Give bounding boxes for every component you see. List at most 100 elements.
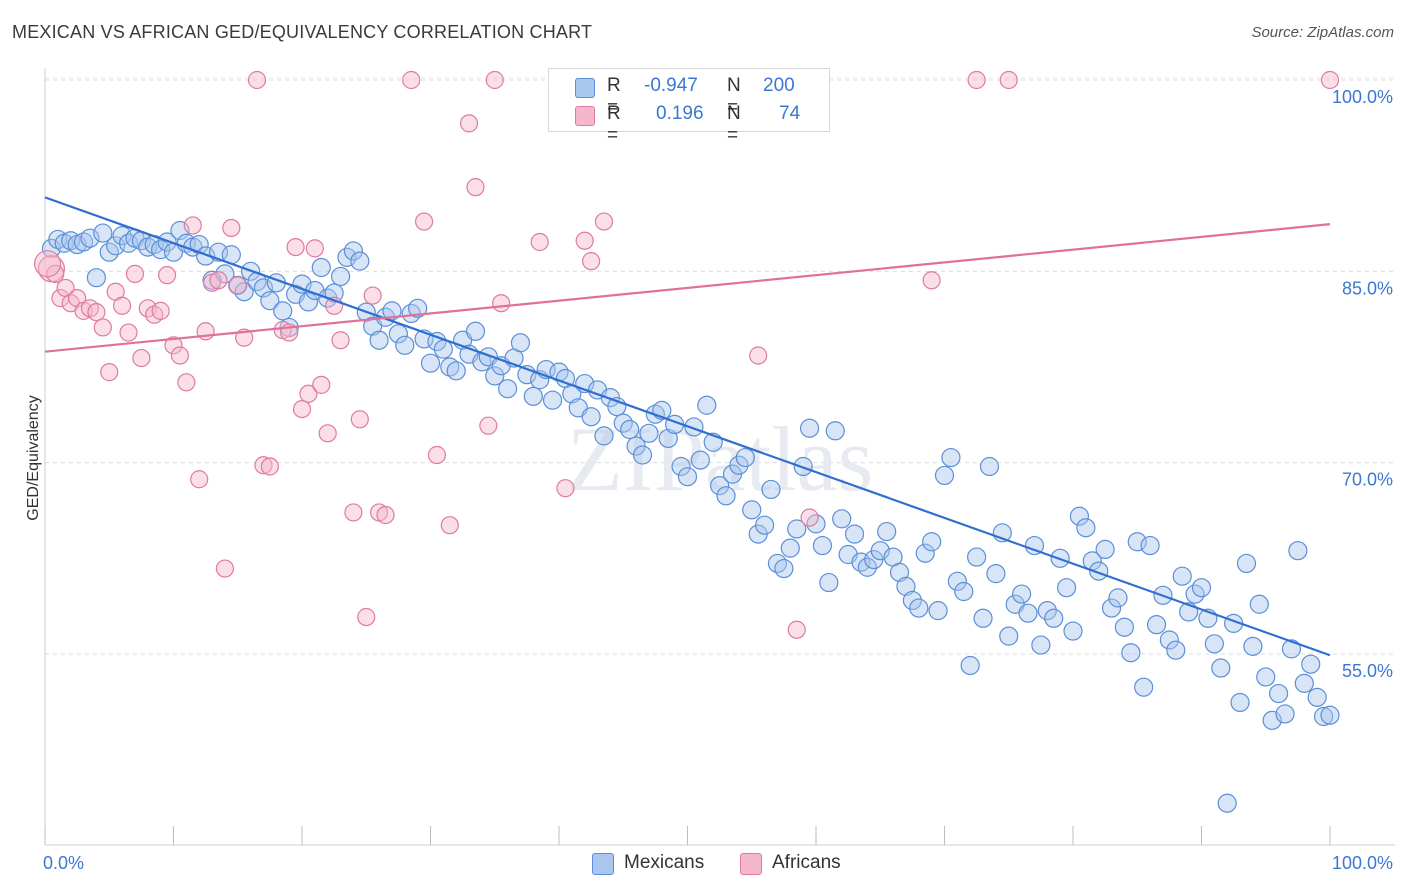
mexicans-point <box>1166 640 1186 660</box>
mexicans-point <box>999 626 1019 646</box>
africans-point <box>363 286 382 305</box>
africans-point <box>125 264 145 283</box>
africans-point <box>299 384 318 403</box>
africans-point <box>594 212 614 231</box>
mexicans-point <box>523 386 543 406</box>
mexicans-point <box>954 581 974 602</box>
africans-point <box>222 218 241 238</box>
mexicans-point <box>761 479 781 500</box>
legend-n-label: N = <box>727 75 741 118</box>
mexicans-point <box>1024 535 1045 556</box>
watermark: ZIPatlas <box>567 408 874 510</box>
mexicans-swatch <box>575 78 595 98</box>
mexicans-point <box>1236 553 1257 574</box>
mexicans-point <box>632 445 653 465</box>
mexicans-point <box>902 590 922 611</box>
africans-point <box>350 410 369 429</box>
mexicans-point <box>960 655 980 676</box>
mexicans-point <box>928 601 948 621</box>
legend-n-value: 200 <box>763 75 795 96</box>
africans-point <box>177 373 196 392</box>
africans-point <box>787 620 806 639</box>
africans-trend-line <box>44 223 1331 353</box>
x-tick-label-left: 0.0% <box>43 853 84 873</box>
mexicans-point <box>774 558 794 579</box>
mexicans-point <box>465 321 486 341</box>
mexicans-point <box>395 335 415 355</box>
mexicans-point <box>260 291 280 311</box>
africans-point <box>402 70 421 90</box>
africans-point <box>260 457 279 476</box>
africans-point <box>440 516 459 535</box>
mexicans-point <box>1063 621 1083 641</box>
africans-point <box>357 607 376 627</box>
africans-point <box>556 479 575 498</box>
mexicans-point <box>767 553 788 574</box>
mexicans-point <box>446 361 466 381</box>
mexicans-point <box>915 543 935 563</box>
mexicans-point <box>973 608 993 628</box>
mexicans-point <box>690 450 710 470</box>
mexicans-point <box>787 519 807 539</box>
mexicans-point <box>677 467 698 487</box>
mexicans-point <box>857 557 878 577</box>
mexicans-point <box>620 419 640 440</box>
mexicans-point <box>1172 566 1192 586</box>
mexicans-point <box>498 379 518 399</box>
africans-swatch <box>575 106 595 126</box>
mexicans-point <box>754 515 775 535</box>
africans-point <box>414 212 434 231</box>
mexicans-points <box>41 220 1340 813</box>
mexicans-point <box>1159 630 1179 650</box>
mexicans-point <box>1146 615 1167 635</box>
legend-n-label: N = <box>727 103 741 146</box>
africans-point <box>87 303 106 322</box>
mexicans-point <box>1037 601 1057 621</box>
legend-r-value: -0.947 <box>644 75 698 96</box>
africans-point <box>1320 70 1340 90</box>
mexicans-point <box>1069 506 1090 526</box>
mexicans-point <box>1134 677 1154 697</box>
mexicans-point <box>1191 578 1212 598</box>
mexicans-point <box>350 251 370 271</box>
mexicans-point <box>812 535 833 556</box>
africans-point <box>530 232 549 252</box>
africans-point <box>582 252 601 271</box>
mexicans-point <box>684 417 704 437</box>
mexicans-point <box>819 572 839 593</box>
mexicans-point <box>196 246 216 266</box>
mexicans-point <box>388 324 408 344</box>
africans-point <box>318 424 337 443</box>
africans-point <box>459 114 479 133</box>
mexicans-point <box>729 455 749 475</box>
mexicans-point <box>934 465 955 486</box>
mexicans-point <box>542 390 563 410</box>
mexicans-point <box>1044 608 1064 628</box>
mexicans-point <box>1249 594 1269 614</box>
africans-point <box>800 508 819 527</box>
mexicans-point <box>1288 541 1308 561</box>
africans-legend-label: Africans <box>772 852 841 873</box>
africans-point <box>228 276 247 295</box>
mexicans-point <box>369 330 389 350</box>
mexicans-point <box>697 395 717 415</box>
africans-point <box>33 250 62 278</box>
mexicans-point <box>742 500 762 520</box>
africans-point <box>749 346 768 365</box>
mexicans-point <box>1031 635 1051 655</box>
legend-r-label: R = <box>607 75 621 118</box>
mexicans-point <box>658 428 678 449</box>
mexicans-legend-swatch <box>592 853 614 875</box>
africans-point <box>100 363 119 382</box>
africans-point <box>922 271 941 290</box>
mexicans-point <box>979 456 1000 477</box>
africans-point <box>427 445 447 465</box>
mexicans-point <box>1243 636 1263 656</box>
mexicans-point <box>86 268 107 288</box>
africans-point <box>492 294 511 313</box>
africans-point <box>170 346 190 365</box>
correlation-legend: R = -0.947 N = 200 R = 0.196 N = 74 <box>548 68 830 146</box>
mexicans-point <box>433 339 453 359</box>
mexicans-point <box>947 571 967 591</box>
africans-point <box>967 70 986 90</box>
